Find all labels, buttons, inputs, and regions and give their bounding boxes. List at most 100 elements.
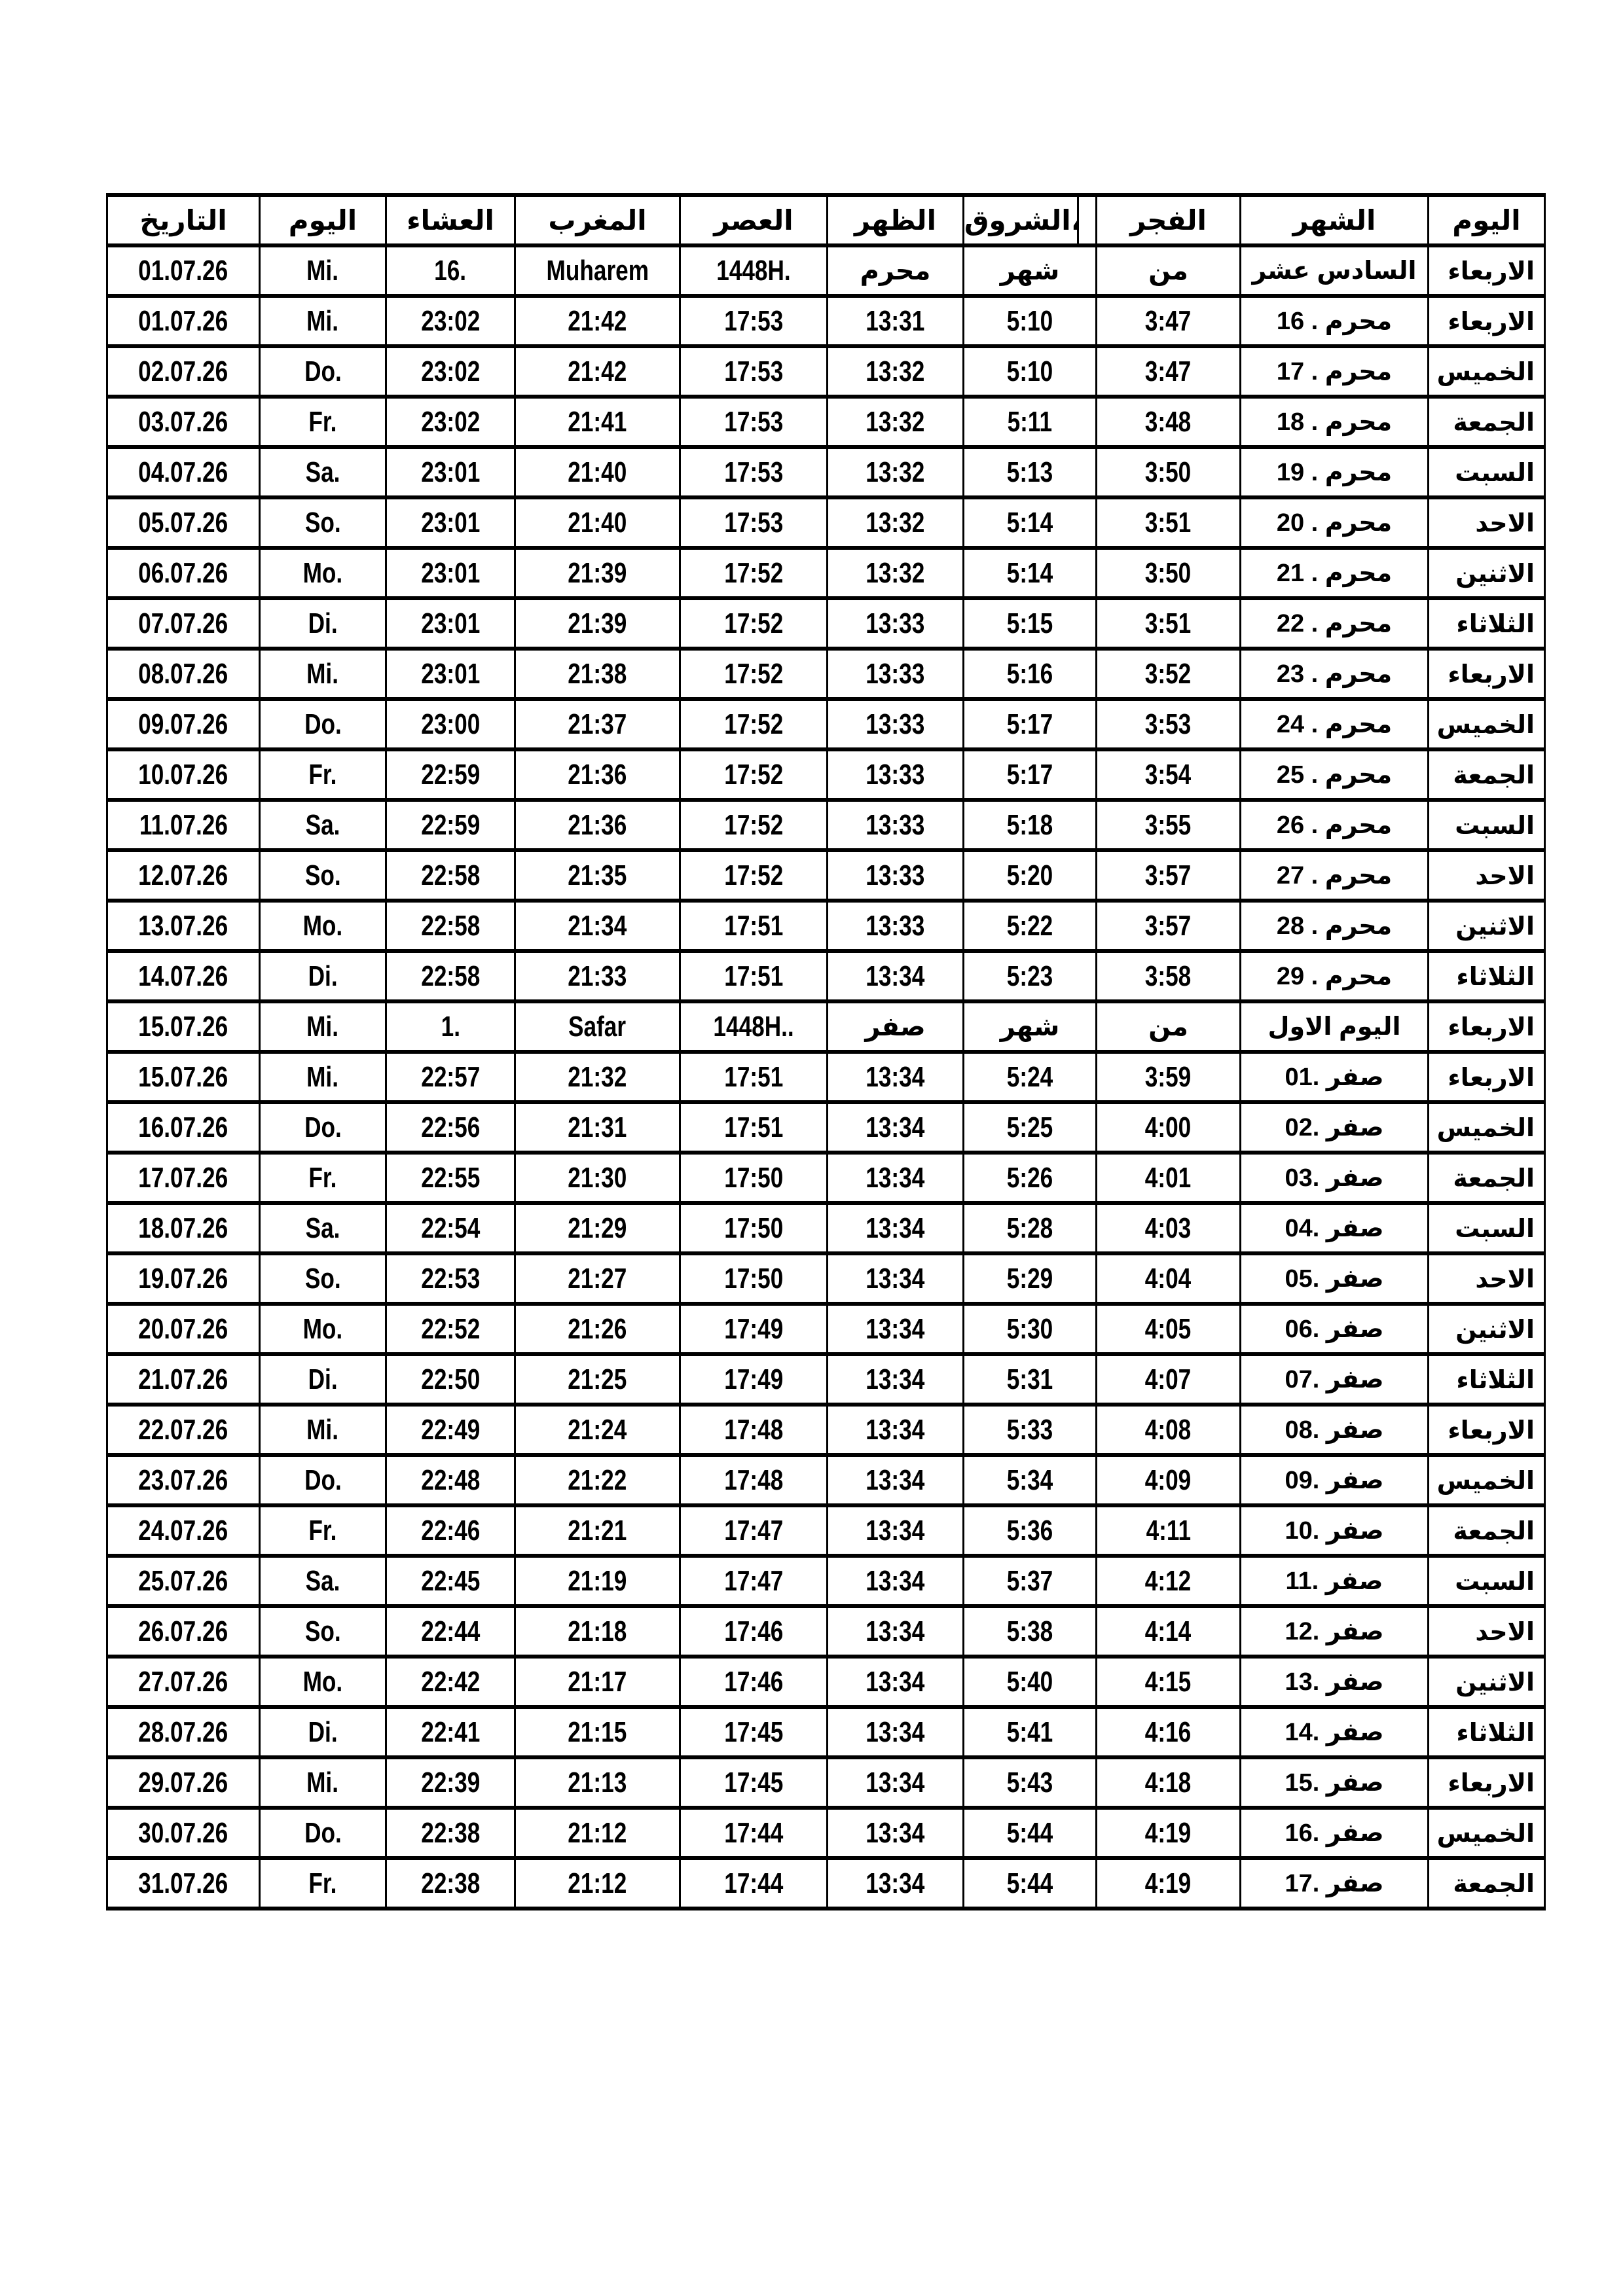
cell-dhuhr: 13:34	[826, 1705, 964, 1759]
cell-fajr: 3:54	[1095, 747, 1241, 802]
month-intro-row: 01.07.26 Mi. 16. Muharem 1448H. محرم شهر من السا…	[106, 243, 1546, 298]
cell-fajr: 3:57	[1095, 848, 1241, 903]
cell-shuruq: 5:31	[962, 1352, 1097, 1407]
cell-isha: 22:58	[385, 848, 516, 903]
cell-date: 25.07.26	[106, 1554, 261, 1608]
cell-shuruq: 5:37	[962, 1554, 1097, 1608]
cell-hijri-date: 13. صفر	[1239, 1655, 1429, 1709]
cell-dhuhr: 13:34	[826, 949, 964, 1003]
cell-hijri-date: 07. صفر	[1239, 1352, 1429, 1407]
cell-dhuhr: 13:32	[826, 546, 964, 600]
cell-hijri-date: 26 . محرم	[1239, 798, 1429, 852]
cell-asr: 17:44	[679, 1856, 828, 1910]
cell-weekday: الجمعة	[1427, 1151, 1546, 1205]
cell-asr: 17:51	[679, 899, 828, 953]
cell-date: 16.07.26	[106, 1100, 261, 1155]
cell-hijri-date: 25 . محرم	[1239, 747, 1429, 802]
cell-isha: 23:02	[385, 395, 516, 449]
cell-shuruq: 5:30	[962, 1302, 1097, 1356]
cell-date: 03.07.26	[106, 395, 261, 449]
cell-asr: 17:47	[679, 1554, 828, 1608]
cell-weekday-abbr: Do.	[259, 1100, 387, 1155]
cell-date: 12.07.26	[106, 848, 261, 903]
cell-fajr: 4:14	[1095, 1604, 1241, 1659]
cell-dhuhr: محرم	[826, 243, 964, 298]
cell-date: 01.07.26	[106, 243, 261, 298]
cell-maghrib: 21:27	[514, 1251, 681, 1306]
cell-fajr: 4:01	[1095, 1151, 1241, 1205]
cell-weekday-abbr: So.	[259, 1604, 387, 1659]
cell-maghrib: 21:33	[514, 949, 681, 1003]
cell-date: 04.07.26	[106, 445, 261, 499]
cell-maghrib: 21:32	[514, 1050, 681, 1104]
cell-weekday-abbr: So.	[259, 1251, 387, 1306]
cell-maghrib: 21:25	[514, 1352, 681, 1407]
cell-weekday-abbr: Mo.	[259, 1302, 387, 1356]
cell-fajr: 3:59	[1095, 1050, 1241, 1104]
cell-asr: 17:45	[679, 1705, 828, 1759]
cell-shuruq: 5:13	[962, 445, 1097, 499]
cell-asr: 17:53	[679, 395, 828, 449]
cell-asr: 17:53	[679, 495, 828, 550]
cell-fajr: 4:18	[1095, 1755, 1241, 1810]
table-row: 27.07.26 Mo. 22:42 21:17 17:46 13:34 5:40 4:15 1…	[106, 1655, 1546, 1709]
cell-shuruq: 5:33	[962, 1403, 1097, 1457]
cell-date: 06.07.26	[106, 546, 261, 600]
cell-hijri-date: 27 . محرم	[1239, 848, 1429, 903]
cell-dhuhr: 13:34	[826, 1604, 964, 1659]
cell-dhuhr: 13:34	[826, 1403, 964, 1457]
header-weekday-abbr: اليوم	[259, 193, 387, 247]
cell-maghrib: 21:12	[514, 1806, 681, 1860]
cell-hijri-date: 01. صفر	[1239, 1050, 1429, 1104]
cell-asr: 17:52	[679, 798, 828, 852]
cell-isha: 22:39	[385, 1755, 516, 1810]
cell-dhuhr: 13:34	[826, 1453, 964, 1507]
table-row: 11.07.26 Sa. 22:59 21:36 17:52 13:33 5:18 3:55 2…	[106, 798, 1546, 852]
cell-shuruq: 5:36	[962, 1503, 1097, 1558]
cell-maghrib: 21:29	[514, 1201, 681, 1255]
cell-weekday: الاربعاء	[1427, 1403, 1546, 1457]
table-row: 24.07.26 Fr. 22:46 21:21 17:47 13:34 5:36 4:11 1…	[106, 1503, 1546, 1558]
cell-weekday: الثلاثاء	[1427, 1705, 1546, 1759]
cell-isha: 22:46	[385, 1503, 516, 1558]
cell-maghrib: 21:18	[514, 1604, 681, 1659]
cell-hijri-date: 16 . محرم	[1239, 294, 1429, 348]
cell-dhuhr: 13:32	[826, 445, 964, 499]
cell-date: 22.07.26	[106, 1403, 261, 1457]
cell-weekday-abbr: Di.	[259, 1705, 387, 1759]
cell-date: 26.07.26	[106, 1604, 261, 1659]
cell-weekday-abbr: Mi.	[259, 1755, 387, 1810]
cell-shuruq: شهر	[962, 243, 1097, 298]
header-row: التاريخ اليوم العشاء المغرب العصر الظهر …	[106, 193, 1546, 247]
cell-isha: 23:02	[385, 294, 516, 348]
cell-isha: 22:56	[385, 1100, 516, 1155]
cell-weekday: الجمعة	[1427, 747, 1546, 802]
cell-maghrib: Muharem	[514, 243, 681, 298]
cell-hijri-date: 28 . محرم	[1239, 899, 1429, 953]
cell-shuruq: 5:43	[962, 1755, 1097, 1810]
cell-date: 15.07.26	[106, 999, 261, 1054]
cell-weekday: الخميس	[1427, 1453, 1546, 1507]
cell-shuruq: 5:44	[962, 1806, 1097, 1860]
table-row: 22.07.26 Mi. 22:49 21:24 17:48 13:34 5:33 4:08 0…	[106, 1403, 1546, 1457]
table-row: 06.07.26 Mo. 23:01 21:39 17:52 13:32 5:14 3:50 2…	[106, 546, 1546, 600]
cell-isha: 22:58	[385, 949, 516, 1003]
cell-maghrib: 21:42	[514, 294, 681, 348]
cell-hijri-date: 12. صفر	[1239, 1604, 1429, 1659]
cell-weekday-abbr: Mi.	[259, 1050, 387, 1104]
cell-asr: 17:46	[679, 1655, 828, 1709]
cell-weekday-abbr: So.	[259, 495, 387, 550]
header-fajr: الفجر	[1095, 193, 1241, 247]
cell-date: 01.07.26	[106, 294, 261, 348]
cell-fajr: 3:57	[1095, 899, 1241, 953]
cell-weekday-abbr: Fr.	[259, 747, 387, 802]
table-row: 19.07.26 So. 22:53 21:27 17:50 13:34 5:29 4:04 0…	[106, 1251, 1546, 1306]
cell-hijri-date: 10. صفر	[1239, 1503, 1429, 1558]
cell-isha: 23:01	[385, 647, 516, 701]
cell-hijri-date: 02. صفر	[1239, 1100, 1429, 1155]
cell-weekday: الاحد	[1427, 1251, 1546, 1306]
table-row: 03.07.26 Fr. 23:02 21:41 17:53 13:32 5:11 3:48 1…	[106, 395, 1546, 449]
cell-maghrib: 21:36	[514, 798, 681, 852]
cell-isha: 22:52	[385, 1302, 516, 1356]
